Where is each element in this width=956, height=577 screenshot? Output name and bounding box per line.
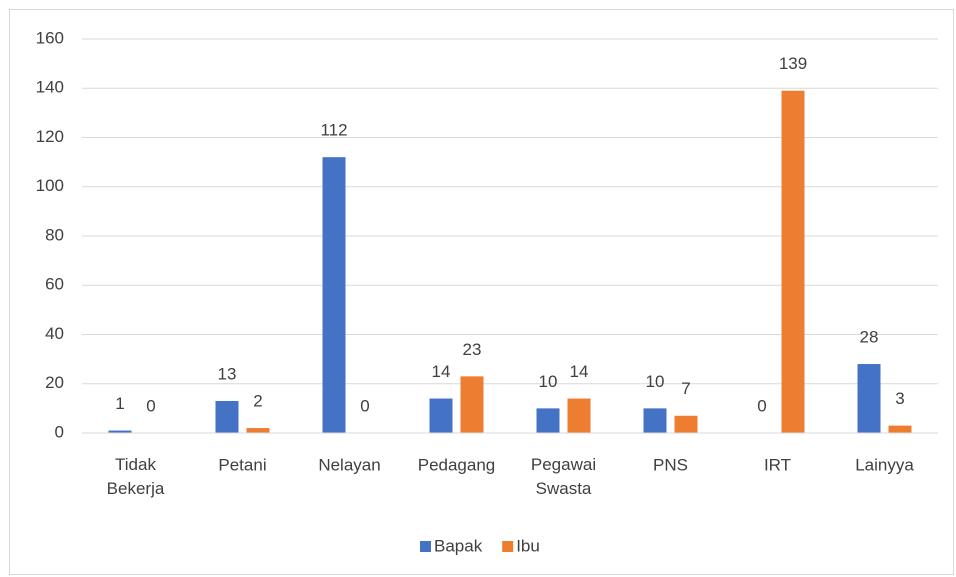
x-tick-label: IRT	[764, 455, 791, 474]
data-label: 7	[681, 379, 690, 398]
data-label: 112	[320, 121, 347, 140]
legend-swatch	[420, 541, 431, 552]
bar	[108, 430, 132, 433]
data-label: 3	[895, 389, 904, 408]
x-tick-label: PNS	[653, 455, 688, 474]
bar	[536, 408, 560, 433]
bar	[567, 398, 591, 433]
bar	[460, 376, 484, 433]
x-tick-label: Tidak Bekerja	[107, 455, 165, 498]
data-label: 10	[646, 372, 665, 391]
y-tick-label: 140	[36, 78, 64, 97]
y-tick-label: 20	[45, 373, 64, 392]
data-label: 2	[253, 392, 262, 411]
bar	[322, 157, 346, 433]
x-tick-label: Pegawai Swasta	[531, 455, 596, 498]
x-tick-label: Lainyya	[855, 455, 914, 474]
y-tick-label: 120	[36, 127, 64, 146]
data-label: 139	[779, 54, 807, 73]
data-label: 13	[218, 364, 237, 383]
x-tick-label: Petani	[218, 455, 266, 474]
x-tick-label: Pedagang	[418, 455, 496, 474]
bar	[215, 400, 239, 433]
data-label: 0	[360, 396, 369, 415]
data-label: 28	[860, 328, 879, 347]
x-tick-label: Nelayan	[318, 455, 380, 474]
bar	[857, 364, 881, 433]
y-tick-label: 80	[45, 225, 64, 244]
data-label: 1	[115, 394, 124, 413]
bar	[781, 90, 805, 434]
bar	[643, 408, 667, 433]
legend-label: Bapak	[434, 536, 483, 555]
bar	[429, 398, 453, 433]
y-tick-label: 160	[36, 28, 64, 47]
data-label: 14	[570, 362, 589, 381]
legend-swatch	[502, 541, 514, 552]
data-label: 0	[146, 396, 155, 415]
y-tick-label: 100	[36, 176, 64, 195]
y-tick-label: 0	[55, 422, 64, 441]
bar	[888, 425, 912, 433]
data-label: 0	[757, 396, 766, 415]
legend-label: Ibu	[516, 536, 540, 555]
y-tick-label: 60	[45, 275, 64, 294]
bar	[674, 415, 698, 433]
y-tick-label: 40	[45, 324, 64, 343]
data-label: 23	[463, 340, 482, 359]
bar	[246, 428, 270, 433]
data-label: 10	[539, 372, 558, 391]
data-label: 14	[432, 362, 451, 381]
